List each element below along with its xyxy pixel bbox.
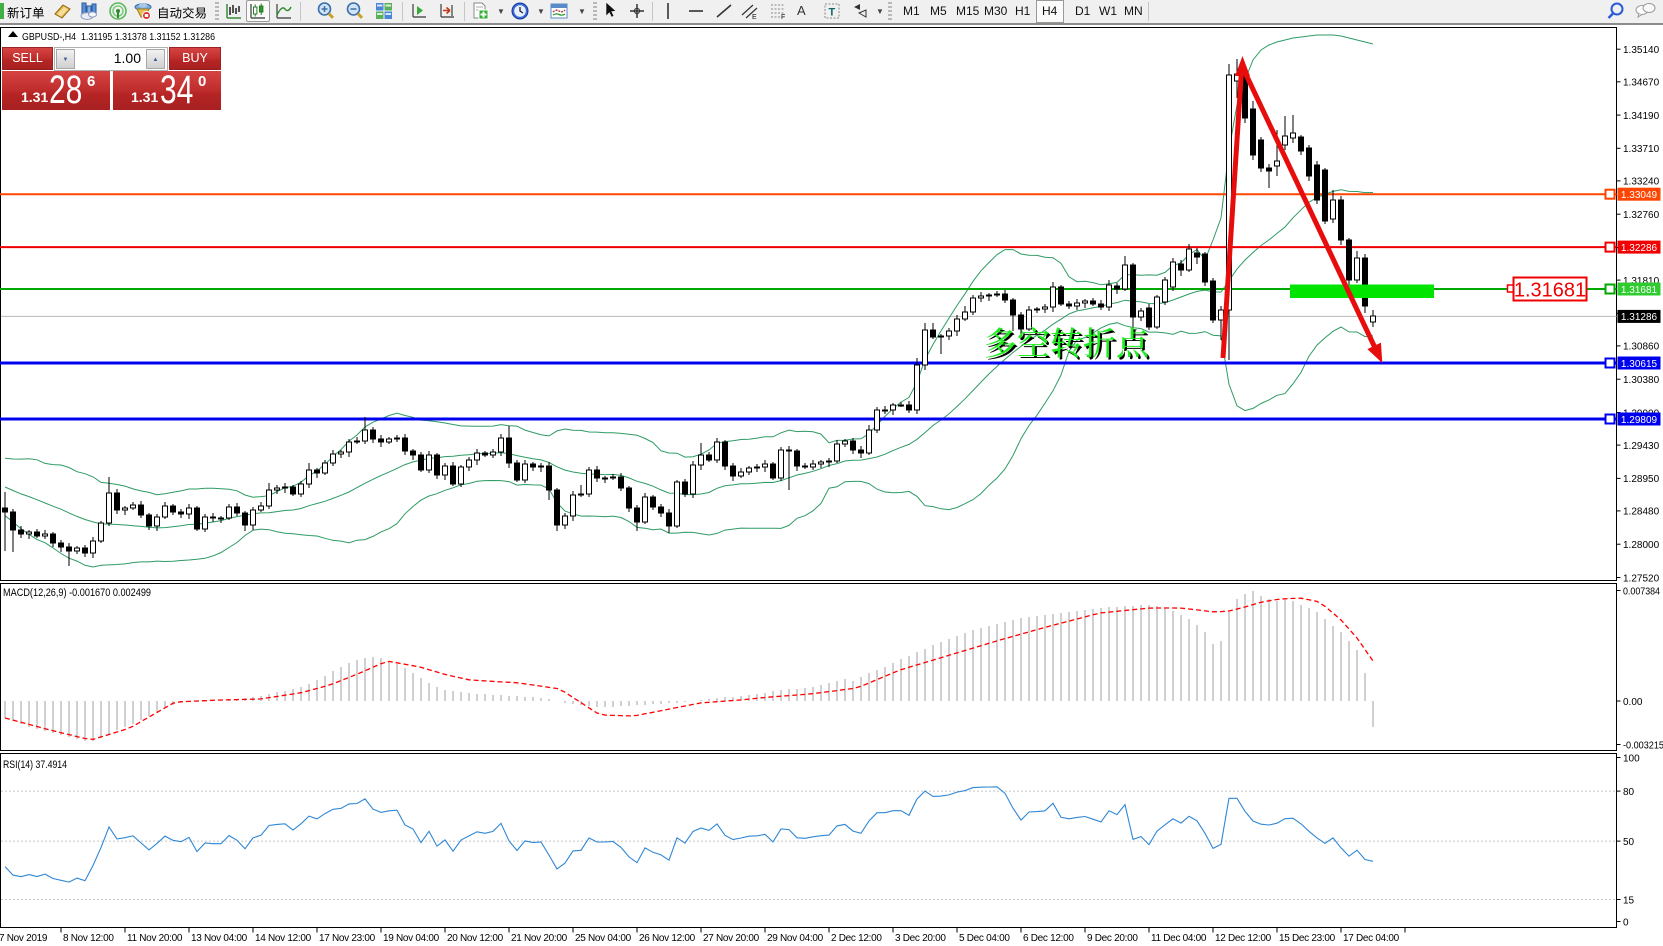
- svg-text:12 Dec 12:00: 12 Dec 12:00: [1215, 933, 1272, 944]
- svg-text:0.007384: 0.007384: [1623, 586, 1660, 597]
- svg-text:1.33240: 1.33240: [1623, 177, 1660, 188]
- svg-text:1.28480: 1.28480: [1623, 507, 1660, 518]
- svg-text:1.29430: 1.29430: [1623, 441, 1660, 452]
- svg-text:1.34190: 1.34190: [1623, 111, 1660, 122]
- svg-text:7 Nov 2019: 7 Nov 2019: [0, 933, 48, 944]
- svg-text:1.31810: 1.31810: [1623, 276, 1660, 287]
- svg-text:11 Nov 20:00: 11 Nov 20:00: [127, 933, 183, 944]
- svg-text:26 Nov 12:00: 26 Nov 12:00: [639, 933, 696, 944]
- svg-text:13 Nov 04:00: 13 Nov 04:00: [191, 933, 248, 944]
- svg-text:6 Dec 12:00: 6 Dec 12:00: [1023, 933, 1074, 944]
- svg-text:0.00: 0.00: [1623, 697, 1643, 708]
- svg-text:1.31286: 1.31286: [1621, 312, 1658, 323]
- svg-text:11 Dec 04:00: 11 Dec 04:00: [1151, 933, 1207, 944]
- svg-text:1.31681: 1.31681: [1621, 285, 1658, 296]
- svg-text:14 Nov 12:00: 14 Nov 12:00: [255, 933, 312, 944]
- svg-text:2 Dec 12:00: 2 Dec 12:00: [831, 933, 882, 944]
- svg-text:20 Nov 12:00: 20 Nov 12:00: [447, 933, 504, 944]
- svg-text:MACD(12,26,9) -0.001670 0.0024: MACD(12,26,9) -0.001670 0.002499: [3, 587, 151, 599]
- svg-text:27 Nov 20:00: 27 Nov 20:00: [703, 933, 760, 944]
- svg-text:29 Nov 04:00: 29 Nov 04:00: [767, 933, 824, 944]
- svg-text:8 Nov 12:00: 8 Nov 12:00: [63, 933, 114, 944]
- svg-text:1.28000: 1.28000: [1623, 540, 1660, 551]
- svg-text:1.32760: 1.32760: [1623, 210, 1660, 221]
- svg-text:0: 0: [1623, 917, 1629, 928]
- svg-text:15 Dec 23:00: 15 Dec 23:00: [1279, 933, 1336, 944]
- svg-text:1.30860: 1.30860: [1623, 342, 1660, 353]
- svg-text:T: T: [829, 7, 836, 19]
- svg-text:25 Nov 04:00: 25 Nov 04:00: [575, 933, 632, 944]
- svg-text:GBPUSD-,H4 1.31195 1.31378 1.: GBPUSD-,H4 1.31195 1.31378 1.31152 1.312…: [22, 31, 215, 43]
- svg-text:1.31681: 1.31681: [1514, 280, 1586, 302]
- svg-text:50: 50: [1623, 837, 1635, 848]
- svg-text:1.27520: 1.27520: [1623, 573, 1660, 584]
- svg-text:100: 100: [1623, 753, 1640, 764]
- svg-text:3 Dec 20:00: 3 Dec 20:00: [895, 933, 946, 944]
- svg-text:1.32286: 1.32286: [1621, 243, 1658, 254]
- svg-text:E: E: [752, 14, 757, 21]
- svg-text:17 Dec 04:00: 17 Dec 04:00: [1343, 933, 1400, 944]
- svg-text:5 Dec 04:00: 5 Dec 04:00: [959, 933, 1010, 944]
- svg-text:1.29809: 1.29809: [1621, 415, 1658, 426]
- svg-text:1.30615: 1.30615: [1621, 359, 1658, 370]
- svg-text:1.35140: 1.35140: [1623, 45, 1660, 56]
- svg-text:RSI(14) 37.4914: RSI(14) 37.4914: [3, 759, 67, 771]
- svg-text:F: F: [781, 14, 785, 21]
- svg-text:1.33710: 1.33710: [1623, 144, 1660, 155]
- svg-text:1.34670: 1.34670: [1623, 78, 1660, 89]
- svg-text:1.33049: 1.33049: [1621, 190, 1658, 201]
- svg-text:80: 80: [1623, 787, 1635, 798]
- svg-text:1.28950: 1.28950: [1623, 474, 1660, 485]
- svg-text:19 Nov 04:00: 19 Nov 04:00: [383, 933, 440, 944]
- svg-text:17 Nov 23:00: 17 Nov 23:00: [319, 933, 376, 944]
- svg-text:15: 15: [1623, 895, 1635, 906]
- svg-text:9 Dec 20:00: 9 Dec 20:00: [1087, 933, 1138, 944]
- svg-text:-0.003215: -0.003215: [1623, 740, 1663, 751]
- svg-text:1.30380: 1.30380: [1623, 375, 1660, 386]
- svg-text:21 Nov 20:00: 21 Nov 20:00: [511, 933, 568, 944]
